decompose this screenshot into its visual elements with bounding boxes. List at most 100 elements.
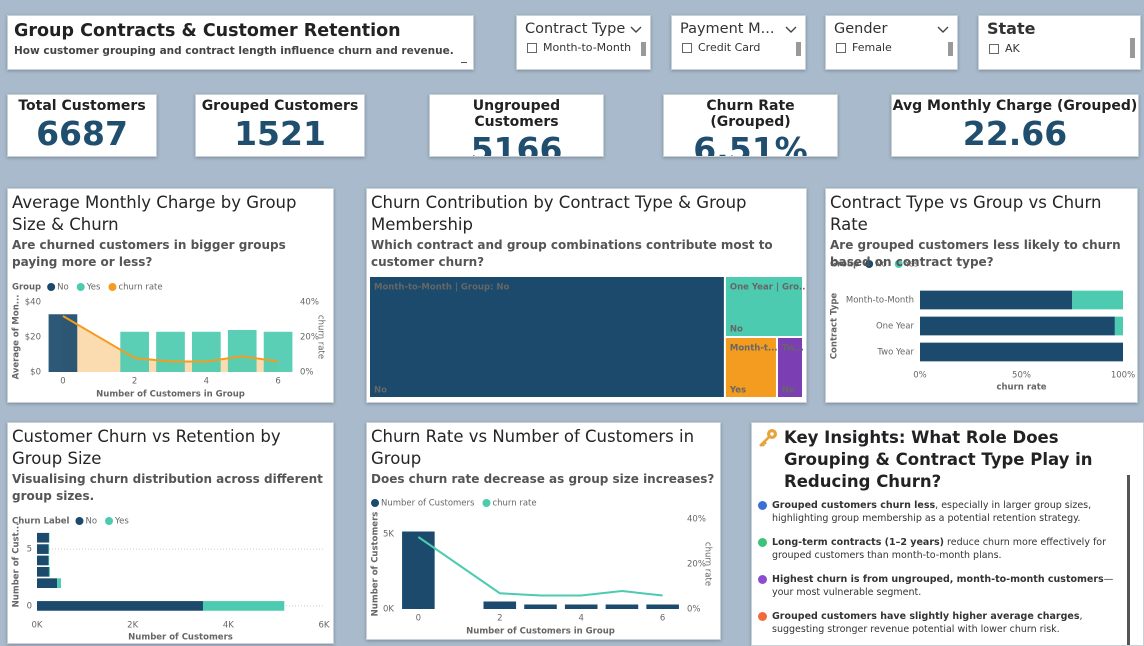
chart-panel: Churn Label No Yes Number of Customers Numbe…	[7, 422, 334, 644]
insights-title: Key Insights: What Role Does Grouping & …	[784, 428, 1093, 491]
bar-segment	[1072, 290, 1123, 310]
filter-label: Gender	[834, 21, 888, 37]
chart-panel: Group No Yes churn rate Number of Customers …	[7, 188, 334, 403]
y-tick-label: $0	[30, 368, 41, 378]
checkbox[interactable]	[836, 42, 846, 53]
x-axis-title: Number of Customers in Group	[466, 627, 615, 637]
y-axis-title: Average of Mon...	[12, 295, 22, 380]
chart-panel: Month-to-Month | Group: No No One Year | G…	[366, 188, 807, 403]
chart-subtitle: Are churned customers in bigger groups p…	[12, 238, 286, 269]
legend-swatch	[371, 499, 379, 507]
filter-slicer[interactable]: Payment M... Credit Card	[671, 15, 806, 70]
chart: Churn Label No Yes Number of Customers Numbe…	[12, 517, 330, 643]
filter-label: State	[987, 19, 1036, 38]
legend-label: Number of Customers	[381, 499, 475, 509]
insight-item: Grouped customers churn less, especially…	[758, 499, 1129, 525]
legend-swatch	[482, 499, 491, 507]
bar-segment	[1114, 316, 1123, 336]
chart: Number of Customers churn rate Number of C…	[371, 499, 713, 637]
bar-segment	[202, 601, 285, 611]
dropdown-chevron[interactable]	[630, 26, 642, 34]
filter-option[interactable]: Female	[826, 37, 957, 54]
legend-swatch	[865, 260, 874, 268]
x-tick-label: 4K	[223, 621, 234, 631]
scrollbar	[796, 42, 801, 56]
y2-tick-label: 0%	[300, 368, 314, 378]
checkbox[interactable]	[682, 42, 692, 53]
insight-text: Long-term contracts (1–2 years) reduce c…	[772, 536, 1129, 562]
checkbox[interactable]	[989, 43, 999, 54]
dropdown-chevron[interactable]	[937, 26, 949, 34]
y2-tick-label: 20%	[300, 333, 319, 343]
filter-option[interactable]: Credit Card	[672, 37, 805, 54]
kpi-label: Avg Monthly Charge (Grouped)	[892, 98, 1138, 114]
bar-segment	[48, 566, 50, 577]
x-tick-label: 4	[204, 377, 209, 387]
insight-rest: , suggesting stronger revenue potential …	[772, 611, 1083, 635]
insight-text: Grouped customers churn less, especially…	[772, 499, 1129, 525]
chart: Group No Yes churn rate Number of Customers …	[12, 283, 326, 400]
bar-segment	[37, 578, 58, 589]
kpi-value: 6.51%	[693, 130, 808, 157]
line	[62, 315, 279, 363]
x-tick-label: 4	[579, 614, 584, 624]
chart-title: Churn Contribution by Contract Type & Gr…	[371, 193, 747, 234]
bar-segment	[920, 290, 1073, 310]
bullet-dot	[758, 501, 767, 510]
bar	[564, 604, 598, 609]
tile-sublabel: No	[374, 386, 387, 396]
legend-swatch	[105, 517, 114, 525]
scrollbar	[948, 42, 953, 56]
y2-axis-title: churn rate	[703, 542, 713, 586]
y-tick-label: 5K	[383, 530, 394, 540]
dropdown-chevron[interactable]	[785, 26, 797, 34]
insights-header: Key Insights: What Role Does Grouping & …	[752, 423, 1143, 499]
filter-slicer[interactable]: Gender Female	[825, 15, 958, 70]
bar	[156, 331, 185, 372]
kpi-card: Churn Rate (Grouped) 6.51%	[663, 94, 838, 157]
y-axis-title: Number of Customers	[371, 512, 381, 617]
chart-panel: Group No Yes churn rate Contract Type Month-t…	[825, 188, 1138, 403]
chart-subtitle: Are grouped customers less likely to chu…	[830, 238, 1121, 269]
scrollbar	[1127, 475, 1130, 645]
x-tick-label: 6	[275, 377, 280, 387]
insight-item: Long-term contracts (1–2 years) reduce c…	[758, 536, 1129, 562]
insight-bold: Grouped customers have slightly higher a…	[772, 611, 1080, 622]
bar	[192, 331, 221, 372]
kpi-value: 5166	[470, 130, 563, 157]
bar-segment	[57, 578, 61, 589]
treemap-tile	[725, 277, 802, 336]
filter-option[interactable]: AK	[979, 38, 1140, 55]
checkbox[interactable]	[527, 42, 537, 53]
x-tick-label: 2K	[127, 621, 138, 631]
x-tick-label: 2	[132, 377, 137, 387]
bullet-dot	[758, 612, 767, 621]
x-tick-label: 6	[660, 614, 665, 624]
chart-title: Average Monthly Charge by Group Size & C…	[12, 193, 297, 234]
insight-bold: Long-term contracts (1–2 years)	[772, 537, 945, 548]
chart-title: Contract Type vs Group vs Churn Rate	[830, 193, 1102, 234]
treemap-tile	[725, 338, 776, 397]
option-text: AK	[1005, 42, 1020, 55]
legend-label: No	[57, 283, 69, 293]
treemap-tile	[777, 338, 802, 397]
bar-segment	[920, 316, 1115, 336]
option-text: Month-to-Month	[543, 41, 632, 54]
legend-swatch	[894, 260, 903, 268]
x-tick-label: 0%	[913, 371, 927, 381]
filter-option[interactable]: Month-to-Month	[517, 37, 650, 54]
legend-label: No	[85, 517, 97, 527]
bar-segment	[37, 544, 49, 554]
insight-text: Highest churn is from ungrouped, month-t…	[772, 573, 1129, 599]
tile-label: Tw...	[782, 344, 804, 354]
insight-rest: reduce churn more effectively for groupe…	[772, 537, 1107, 561]
filter-slicer[interactable]: State AK	[978, 15, 1141, 70]
kpi-label: Grouped Customers	[201, 98, 359, 114]
insight-bold: Grouped customers churn less	[772, 500, 936, 511]
filter-slicer[interactable]: Contract Type Month-to-Month	[516, 15, 651, 70]
option-text: Credit Card	[698, 41, 761, 54]
filter-label: Contract Type	[525, 21, 626, 37]
page-title: Group Contracts & Customer Retention	[14, 21, 401, 41]
filter-label: Payment M...	[680, 21, 775, 37]
